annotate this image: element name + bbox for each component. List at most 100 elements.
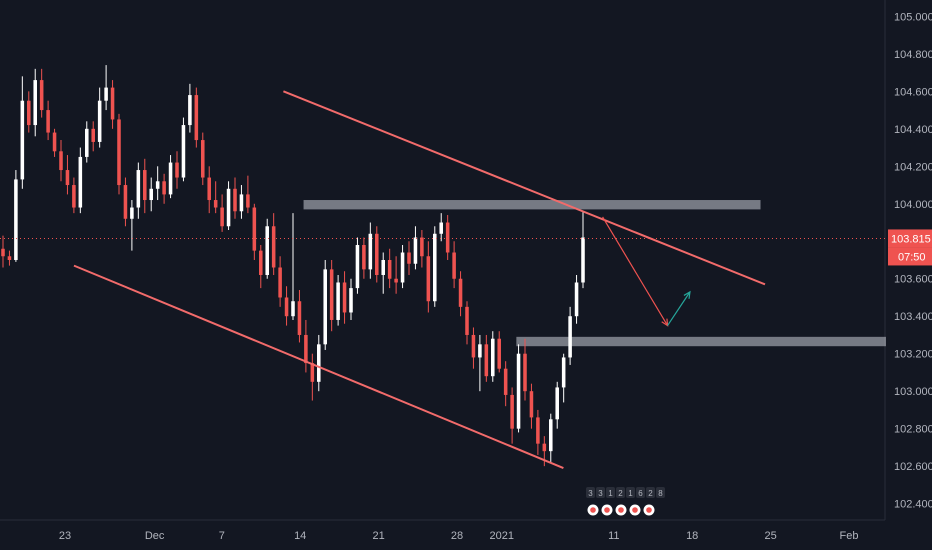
- candle-body: [497, 338, 501, 369]
- candle-body: [278, 267, 282, 298]
- event-chip: [616, 487, 625, 498]
- candle-body: [420, 237, 424, 257]
- candles-layer: [1, 65, 585, 467]
- x-tick-label: 21: [372, 530, 384, 542]
- candle-body: [175, 162, 179, 178]
- candle-body: [510, 394, 514, 429]
- candle-body: [143, 170, 147, 201]
- resistance-zone-0: [303, 200, 761, 210]
- zones-layer: [303, 200, 886, 347]
- candle-body: [213, 200, 218, 208]
- candle-body: [471, 334, 476, 358]
- candle-body: [355, 245, 360, 289]
- event-chip: [626, 487, 635, 498]
- event-chip-label: 3: [588, 489, 593, 498]
- event-marker-dot: [604, 507, 610, 513]
- candle-body: [33, 80, 37, 126]
- candle-body: [536, 417, 540, 444]
- projection-up-arrowhead: [683, 290, 691, 299]
- candle-body: [72, 185, 76, 208]
- x-tick-label: Feb: [840, 530, 859, 542]
- current-price-badge: [888, 229, 932, 248]
- candle-body: [162, 181, 166, 195]
- candle-body: [407, 252, 411, 264]
- candle-body: [291, 301, 295, 317]
- candle-body: [207, 177, 211, 201]
- candle-body: [413, 237, 418, 264]
- y-tick-label: 102.600: [894, 461, 932, 473]
- candle-body: [484, 344, 489, 377]
- candle-body: [387, 260, 392, 279]
- projection-up-arrow: [667, 291, 691, 326]
- candle-body: [220, 207, 224, 227]
- time-axis[interactable]: 23 Dec 7 14 21 28 2021 11 18 25 Feb: [59, 530, 859, 542]
- x-tick-label: 23: [59, 530, 71, 542]
- candle-body: [555, 387, 559, 420]
- y-tick-label: 102.400: [894, 499, 932, 511]
- y-tick-label: 102.800: [894, 424, 932, 436]
- candle-body: [85, 128, 89, 157]
- candle-body: [342, 282, 347, 313]
- candle-body: [239, 194, 244, 212]
- event-chip: [646, 487, 655, 498]
- x-tick-label: 11: [608, 530, 619, 542]
- event-chip-label: 2: [618, 489, 623, 498]
- candle-body: [574, 282, 579, 317]
- current-price-value: 103.815: [891, 233, 931, 245]
- countdown-badge: [888, 247, 932, 266]
- event-marker-dot: [646, 507, 652, 513]
- y-tick-label: 104.000: [894, 199, 932, 211]
- candle-body: [465, 306, 469, 335]
- candle-body: [91, 128, 95, 142]
- candle-body: [445, 222, 450, 253]
- resistance-zone-1: [516, 336, 886, 347]
- candle-body: [123, 185, 128, 219]
- candle-body: [568, 316, 572, 358]
- candle-body: [110, 87, 115, 120]
- x-tick-label: Dec: [145, 530, 165, 542]
- candle-body: [349, 288, 353, 313]
- x-tick-label: 28: [451, 530, 463, 542]
- x-tick-label: 25: [764, 530, 776, 542]
- candle-body: [1, 248, 5, 257]
- y-tick-label: 103.600: [894, 274, 932, 286]
- candle-body: [381, 260, 385, 275]
- event-chip: [586, 487, 595, 498]
- candle-body: [97, 100, 102, 142]
- y-tick-label: 105.000: [894, 11, 932, 23]
- candle-body: [52, 132, 57, 152]
- candle-body: [194, 95, 199, 141]
- candle-body: [439, 222, 443, 234]
- candle-body: [65, 170, 70, 186]
- candle-body: [155, 181, 160, 189]
- event-chip: [596, 487, 605, 498]
- candle-body: [14, 179, 18, 260]
- candle-body: [104, 87, 108, 101]
- candle-body: [329, 269, 334, 320]
- y-tick-label: 103.000: [894, 386, 932, 398]
- candle-body: [426, 256, 431, 302]
- candle-body: [252, 207, 257, 251]
- candle-body: [516, 353, 521, 429]
- event-chip-label: 2: [648, 489, 653, 498]
- candle-body: [549, 419, 553, 452]
- candle-body: [503, 368, 508, 395]
- candle-body: [136, 170, 141, 208]
- candle-body: [259, 250, 263, 275]
- candle-body: [117, 119, 121, 186]
- y-tick-label: 104.400: [894, 124, 932, 136]
- candle-body: [78, 156, 83, 208]
- candle-body: [581, 237, 585, 283]
- x-tick-label: 18: [686, 530, 698, 542]
- candle-body: [310, 363, 315, 382]
- candle-body: [130, 207, 134, 219]
- candle-body: [246, 194, 250, 208]
- price-badges: 103.815 07:50: [888, 229, 932, 266]
- candle-body: [336, 282, 340, 320]
- candle-body: [7, 256, 12, 260]
- candle-body: [271, 226, 276, 268]
- candle-body: [317, 344, 321, 382]
